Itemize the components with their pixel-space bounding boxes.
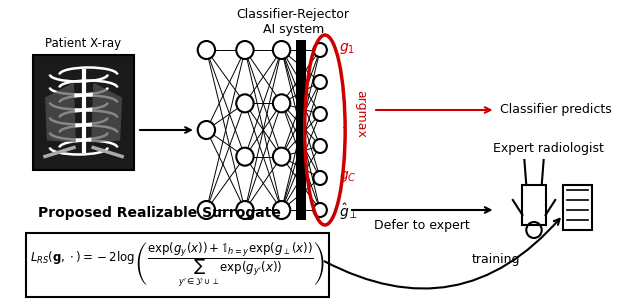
- FancyBboxPatch shape: [26, 233, 329, 297]
- Text: $g_C$: $g_C$: [339, 169, 357, 184]
- Circle shape: [314, 203, 327, 217]
- Circle shape: [273, 201, 290, 219]
- Bar: [296, 40, 306, 220]
- Circle shape: [236, 201, 253, 219]
- Text: Expert radiologist: Expert radiologist: [493, 142, 604, 155]
- Circle shape: [236, 148, 253, 166]
- Circle shape: [314, 107, 327, 121]
- Polygon shape: [45, 83, 76, 143]
- Text: $L_{RS}(\mathbf{g},\cdot) = -2\log\left(\dfrac{\exp(g_y(x)) + \mathbb{1}_{h=y}\e: $L_{RS}(\mathbf{g},\cdot) = -2\log\left(…: [30, 241, 325, 289]
- Text: Patient X-ray: Patient X-ray: [45, 37, 122, 50]
- Polygon shape: [92, 83, 122, 143]
- Circle shape: [314, 139, 327, 153]
- Bar: [33, 55, 134, 170]
- Circle shape: [314, 75, 327, 89]
- Text: $\hat{g}_{\perp}$: $\hat{g}_{\perp}$: [339, 202, 358, 222]
- Text: Defer to expert: Defer to expert: [374, 219, 470, 231]
- Circle shape: [236, 94, 253, 112]
- Circle shape: [273, 41, 290, 59]
- Text: training: training: [471, 254, 520, 266]
- Text: argmax: argmax: [354, 90, 367, 138]
- Bar: [563, 185, 592, 230]
- Circle shape: [236, 41, 253, 59]
- Text: Classifier-Rejector
AI system: Classifier-Rejector AI system: [237, 8, 349, 36]
- Bar: [522, 185, 545, 225]
- Text: Classifier predicts: Classifier predicts: [500, 103, 612, 117]
- Text: ·
·
·: · · ·: [341, 92, 345, 135]
- Text: Proposed Realizable Surrogate: Proposed Realizable Surrogate: [38, 206, 281, 220]
- Circle shape: [198, 41, 215, 59]
- Circle shape: [273, 148, 290, 166]
- Circle shape: [314, 171, 327, 185]
- Circle shape: [314, 43, 327, 57]
- Text: $g_1$: $g_1$: [339, 40, 355, 56]
- Circle shape: [198, 201, 215, 219]
- Circle shape: [198, 121, 215, 139]
- Circle shape: [273, 94, 290, 112]
